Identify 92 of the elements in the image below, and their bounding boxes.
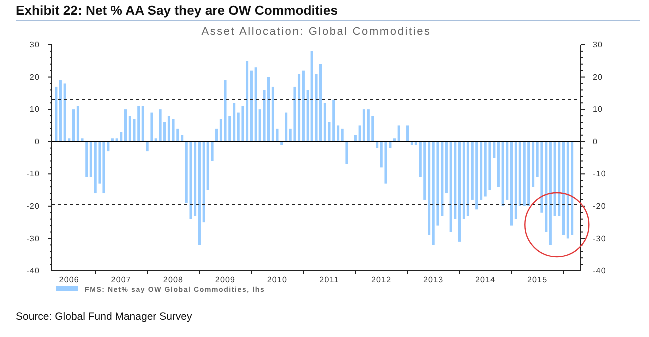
bar <box>246 61 249 142</box>
source-note: Source: Global Fund Manager Survey <box>16 311 194 323</box>
bar <box>298 74 301 142</box>
bar <box>406 126 410 142</box>
bar <box>367 110 370 142</box>
bar <box>190 142 192 220</box>
bar <box>337 126 340 142</box>
y2-tick-label: -20 <box>593 202 606 211</box>
bar <box>285 112 288 142</box>
bar <box>398 126 400 142</box>
bar <box>510 142 514 226</box>
bar <box>172 119 175 142</box>
bar <box>346 142 348 164</box>
x-tick-label: 2011 <box>320 276 340 285</box>
y-tick-label: 30 <box>30 40 40 50</box>
bar <box>216 128 218 142</box>
bar <box>319 64 322 142</box>
bar <box>480 142 483 200</box>
bar <box>64 84 66 142</box>
chart-subtitle: Asset Allocation: Global Commodities <box>202 26 432 38</box>
bar <box>354 135 357 142</box>
bar <box>224 80 227 142</box>
y2-tick-label: -10 <box>593 170 606 179</box>
bar <box>514 142 518 220</box>
y-tick-label: 10 <box>30 105 40 114</box>
bar <box>462 142 466 220</box>
y2-tick-label: -40 <box>593 266 606 276</box>
y2-tick-label: 30 <box>593 40 604 50</box>
x-tick-label: 2008 <box>163 276 184 285</box>
x-tick-label: 2013 <box>423 276 444 285</box>
bar <box>202 142 206 223</box>
bar <box>502 142 504 206</box>
x-tick-label: 2010 <box>267 276 288 285</box>
bar <box>150 112 154 142</box>
bar <box>86 142 88 178</box>
bar <box>250 70 253 142</box>
y-tick-label: -30 <box>26 234 40 244</box>
bar <box>554 142 556 216</box>
bar <box>302 70 305 142</box>
bar <box>233 103 236 142</box>
x-tick-label: 2012 <box>371 276 392 285</box>
bar <box>159 110 162 142</box>
bar <box>90 142 92 178</box>
bar <box>571 142 574 236</box>
y-tick-label: 20 <box>30 72 40 82</box>
bar <box>181 135 184 142</box>
bar <box>528 142 530 206</box>
bar <box>254 68 258 142</box>
bar <box>72 110 76 142</box>
bar <box>59 80 62 142</box>
bar <box>120 132 123 142</box>
bar <box>168 116 171 142</box>
y-tick-label: 0 <box>34 137 40 146</box>
bar <box>428 142 431 236</box>
bar <box>549 142 552 246</box>
y2-tick-label: 10 <box>593 105 604 114</box>
bar <box>523 142 526 206</box>
y-tick-label: -20 <box>26 202 40 211</box>
y2-tick-label: -30 <box>593 234 606 244</box>
y2-tick-label: 20 <box>593 72 604 82</box>
bar <box>324 103 326 142</box>
bar <box>55 86 58 142</box>
bar <box>566 142 570 239</box>
x-tick-label: 2006 <box>59 276 80 285</box>
bar <box>458 142 462 242</box>
bar <box>102 142 106 194</box>
bar <box>466 142 470 216</box>
bar <box>341 128 344 142</box>
bar <box>562 142 566 236</box>
bar <box>532 142 535 188</box>
x-tick-label: 2009 <box>215 276 236 285</box>
bar <box>362 110 366 142</box>
bar <box>558 142 561 216</box>
bar <box>424 142 426 200</box>
bar <box>450 142 452 232</box>
bar <box>445 142 448 194</box>
y2-tick-label: 0 <box>593 137 598 146</box>
x-tick-label: 2007 <box>111 276 132 285</box>
bar <box>146 142 149 152</box>
bar <box>198 142 201 246</box>
y-tick-label: -10 <box>26 170 40 179</box>
bar <box>376 142 379 148</box>
bar <box>384 142 388 184</box>
x-tick-label: 2014 <box>475 276 496 285</box>
bar <box>332 100 336 142</box>
bar <box>142 106 144 142</box>
bar <box>124 110 128 142</box>
bar <box>497 142 500 188</box>
bar <box>476 142 478 210</box>
y-tick-label: -40 <box>26 266 40 276</box>
chart-title: Exhibit 22: Net % AA Say they are OW Commodities <box>16 3 338 18</box>
x-tick-label: 2015 <box>527 276 548 285</box>
